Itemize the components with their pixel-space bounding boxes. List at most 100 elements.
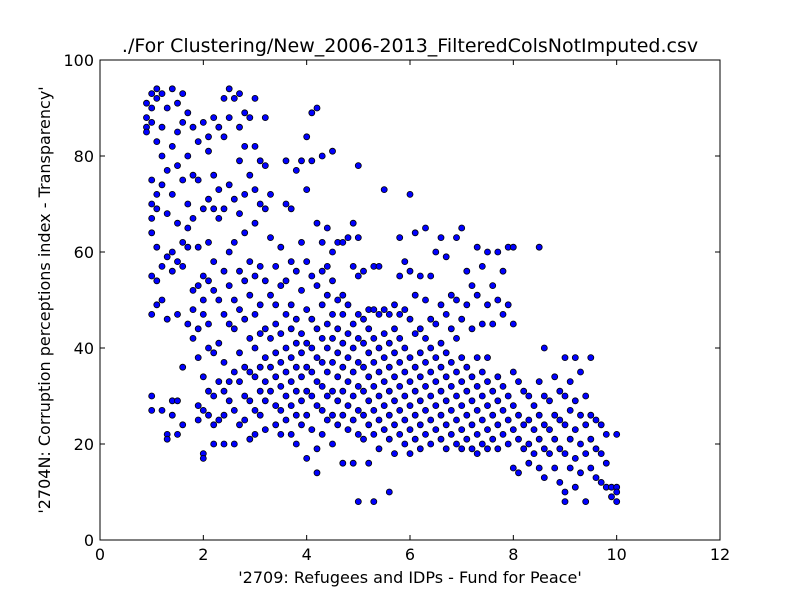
data-point — [168, 85, 176, 93]
data-point — [246, 435, 254, 443]
data-point — [329, 147, 336, 155]
data-point — [613, 430, 621, 438]
data-point — [442, 445, 450, 453]
data-point — [406, 378, 414, 386]
y-axis-label: '2704N: Corruption perceptions index - T… — [35, 86, 54, 513]
data-point — [354, 358, 362, 366]
data-point — [354, 272, 362, 280]
data-point — [447, 325, 455, 333]
data-point — [323, 416, 331, 424]
data-point — [246, 114, 254, 121]
data-point — [220, 387, 228, 395]
x-tick-label: 12 — [710, 545, 730, 564]
data-point — [241, 229, 249, 237]
data-point — [308, 426, 316, 434]
data-point — [230, 368, 238, 376]
y-tick-label: 20 — [74, 435, 94, 454]
data-point — [447, 406, 455, 414]
data-point — [153, 190, 161, 198]
data-point — [313, 282, 321, 290]
data-point — [230, 325, 238, 333]
data-point — [406, 267, 414, 275]
data-point — [360, 339, 367, 347]
data-point — [427, 440, 435, 448]
data-point — [236, 378, 243, 386]
data-point — [303, 306, 311, 314]
data-point — [582, 450, 590, 458]
data-point — [489, 320, 497, 328]
data-point — [179, 90, 187, 97]
data-point — [608, 493, 615, 501]
data-point — [587, 411, 595, 419]
data-point — [551, 464, 559, 472]
data-point — [205, 344, 212, 352]
data-point — [587, 354, 595, 362]
data-point — [261, 378, 269, 386]
data-point — [298, 421, 305, 429]
data-point — [210, 114, 218, 121]
data-point — [494, 373, 502, 381]
data-point — [210, 258, 218, 266]
data-point — [396, 382, 404, 390]
data-point — [303, 339, 311, 347]
data-point — [561, 421, 569, 429]
data-point — [189, 123, 197, 131]
data-point — [199, 406, 207, 414]
data-point — [148, 200, 156, 208]
data-point — [349, 262, 357, 270]
data-point — [463, 267, 471, 275]
data-point — [447, 382, 455, 390]
data-point — [447, 358, 455, 366]
data-point — [287, 430, 295, 438]
data-point — [313, 378, 321, 386]
data-point — [148, 119, 156, 126]
data-point — [561, 488, 569, 496]
data-point — [241, 392, 249, 400]
data-point — [566, 406, 574, 414]
data-point — [210, 171, 218, 179]
data-point — [391, 373, 398, 381]
data-point — [458, 315, 466, 323]
data-point — [329, 358, 336, 366]
data-point — [205, 387, 212, 395]
data-point — [365, 421, 373, 429]
data-point — [344, 354, 352, 362]
data-point — [174, 162, 181, 170]
data-point — [422, 224, 429, 232]
data-point — [261, 277, 269, 285]
data-point — [484, 354, 491, 362]
data-point — [329, 440, 336, 448]
data-point — [571, 397, 579, 405]
data-point — [230, 296, 238, 304]
data-point — [246, 334, 254, 342]
data-point — [401, 440, 409, 448]
data-point — [261, 114, 269, 121]
data-point — [199, 373, 207, 381]
data-point — [236, 123, 243, 131]
data-point — [194, 416, 202, 424]
data-point — [365, 325, 373, 333]
data-point — [246, 397, 254, 405]
data-point — [530, 426, 538, 434]
data-point — [220, 411, 228, 419]
data-point — [499, 310, 507, 318]
data-point — [298, 238, 305, 246]
data-point — [267, 291, 274, 299]
data-point — [153, 138, 161, 146]
data-point — [303, 411, 311, 419]
y-tick-label: 0 — [84, 531, 94, 550]
data-point — [597, 478, 605, 486]
data-point — [339, 339, 347, 347]
data-point — [194, 325, 202, 333]
data-point — [494, 397, 502, 405]
data-point — [360, 387, 367, 395]
data-point — [277, 358, 285, 366]
data-point — [432, 426, 440, 434]
chart-title: ./For Clustering/New_2006-2013_FilteredC… — [122, 35, 698, 57]
data-point — [277, 330, 285, 338]
data-point — [163, 210, 171, 218]
data-point — [422, 296, 429, 304]
data-point — [370, 334, 378, 342]
data-point — [267, 190, 274, 198]
data-point — [535, 243, 543, 251]
